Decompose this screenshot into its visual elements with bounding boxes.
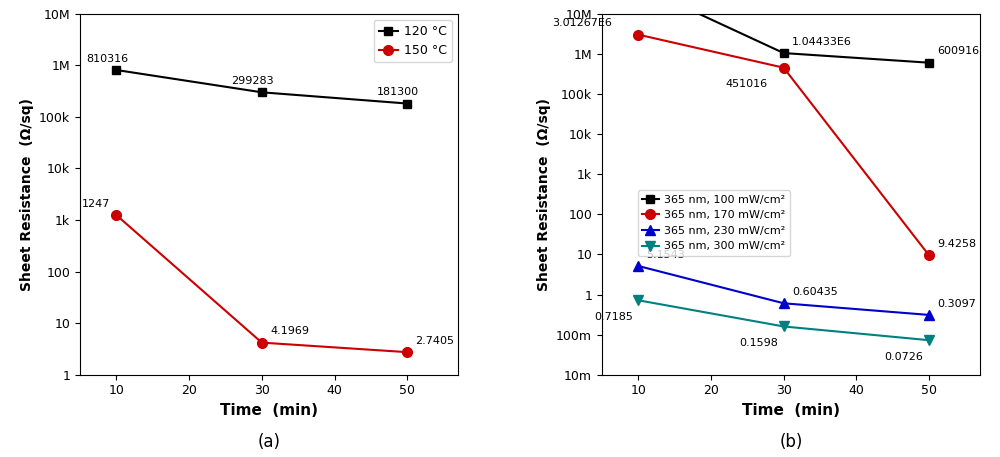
Line: 150 °C: 150 °C bbox=[111, 210, 412, 357]
Text: 299283: 299283 bbox=[231, 76, 274, 86]
365 nm, 170 mW/cm² bbox=[778, 65, 790, 70]
Text: 2.7405: 2.7405 bbox=[416, 336, 455, 346]
Text: 0.0726: 0.0726 bbox=[885, 351, 924, 361]
X-axis label: Time  (min): Time (min) bbox=[220, 403, 318, 418]
Text: 0.3097: 0.3097 bbox=[937, 298, 976, 308]
Text: 600916: 600916 bbox=[937, 46, 980, 56]
365 nm, 170 mW/cm² bbox=[632, 32, 644, 37]
Line: 120 °C: 120 °C bbox=[112, 66, 411, 108]
150 °C bbox=[256, 340, 268, 345]
365 nm, 170 mW/cm² bbox=[923, 253, 935, 258]
365 nm, 230 mW/cm² bbox=[778, 301, 790, 306]
Line: 365 nm, 100 mW/cm²: 365 nm, 100 mW/cm² bbox=[634, 0, 933, 67]
365 nm, 300 mW/cm² bbox=[923, 337, 935, 343]
Y-axis label: Sheet Resistance  (Ω/sq): Sheet Resistance (Ω/sq) bbox=[20, 98, 34, 291]
Text: 1247: 1247 bbox=[82, 199, 110, 209]
Text: 1.04433E6: 1.04433E6 bbox=[792, 37, 852, 47]
Text: (a): (a) bbox=[258, 432, 281, 451]
Line: 365 nm, 230 mW/cm²: 365 nm, 230 mW/cm² bbox=[633, 261, 934, 320]
Text: (b): (b) bbox=[779, 432, 803, 451]
120 °C bbox=[256, 90, 268, 95]
150 °C bbox=[110, 213, 122, 218]
Text: 810316: 810316 bbox=[86, 53, 128, 64]
120 °C bbox=[110, 67, 122, 73]
Text: 181300: 181300 bbox=[377, 87, 419, 97]
365 nm, 100 mW/cm² bbox=[923, 60, 935, 65]
Text: 4.1969: 4.1969 bbox=[270, 326, 309, 336]
Text: 0.60435: 0.60435 bbox=[792, 287, 838, 297]
365 nm, 100 mW/cm² bbox=[778, 50, 790, 56]
Text: 3.01267E6: 3.01267E6 bbox=[552, 18, 612, 28]
365 nm, 300 mW/cm² bbox=[778, 324, 790, 329]
Text: 0.7185: 0.7185 bbox=[594, 312, 633, 322]
365 nm, 230 mW/cm² bbox=[923, 312, 935, 318]
X-axis label: Time  (min): Time (min) bbox=[742, 403, 840, 418]
Text: 5.1543: 5.1543 bbox=[647, 250, 685, 260]
Text: 451016: 451016 bbox=[725, 79, 767, 89]
365 nm, 230 mW/cm² bbox=[632, 263, 644, 269]
Y-axis label: Sheet Resistance  (Ω/sq): Sheet Resistance (Ω/sq) bbox=[537, 98, 551, 291]
Legend: 365 nm, 100 mW/cm², 365 nm, 170 mW/cm², 365 nm, 230 mW/cm², 365 nm, 300 mW/cm²: 365 nm, 100 mW/cm², 365 nm, 170 mW/cm², … bbox=[638, 190, 790, 256]
Line: 365 nm, 170 mW/cm²: 365 nm, 170 mW/cm² bbox=[633, 30, 934, 260]
Line: 365 nm, 300 mW/cm²: 365 nm, 300 mW/cm² bbox=[633, 295, 934, 345]
120 °C bbox=[401, 101, 413, 106]
Text: 9.4258: 9.4258 bbox=[937, 239, 977, 249]
Legend: 120 °C, 150 °C: 120 °C, 150 °C bbox=[374, 20, 452, 62]
150 °C bbox=[401, 350, 413, 355]
Text: 0.1598: 0.1598 bbox=[739, 338, 778, 348]
365 nm, 300 mW/cm² bbox=[632, 298, 644, 303]
